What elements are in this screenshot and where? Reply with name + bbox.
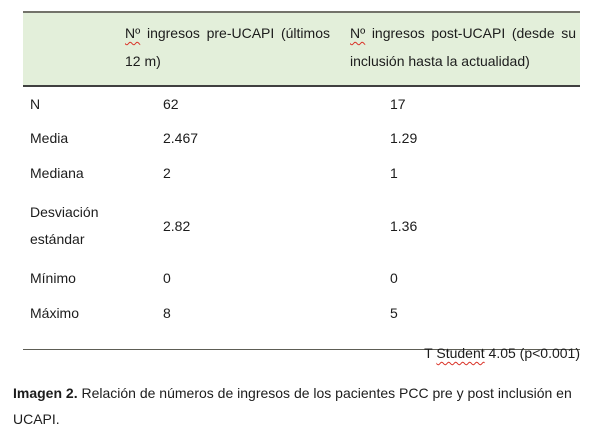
table-row-minimo: Mínimo 0 0 [23,261,580,296]
column-header-pre-text: ingresos pre-UCAPI (últimos 12 m) [125,25,330,69]
row-label: Mínimo [30,270,76,286]
row-label: Mediana [30,165,84,181]
table-row-media: Media 2.467 1.29 [23,121,580,156]
header-empty-cell [23,11,125,87]
column-header-post-text: ingresos post-UCAPI (desde su inclusión … [350,25,576,69]
cell-pre-value: 2 [163,165,171,181]
footnote-suffix: 4.05 (p<0.001) [484,345,580,361]
table-row-n: N 62 17 [23,86,580,121]
cell-post-value: 1.29 [390,130,418,146]
footnote-prefix: T [424,345,437,361]
cell-post-value: 1.36 [390,217,418,234]
table-row-desviacion-estandar: Desviación estándar 2.82 1.36 [23,191,580,261]
spellcheck-word: Nº [125,25,141,41]
cell-post-value: 5 [350,296,580,350]
statistics-table: Nº ingresos pre-UCAPI (últimos 12 m) Nº … [23,11,580,350]
cell-post-value: 17 [390,95,406,112]
cell-post-value: 0 [390,270,398,286]
table-row-maximo: Máximo 8 5 [23,296,580,350]
row-label: Máximo [23,296,125,350]
caption-label: Imagen 2. [13,385,78,401]
table-body: N 62 17 Media 2.467 1.29 Mediana 2 1 Des… [23,86,580,350]
row-label: N [30,95,41,112]
cell-pre-value: 2.467 [163,130,199,146]
table-row-mediana: Mediana 2 1 [23,156,580,191]
statistics-table-wrap: Nº ingresos pre-UCAPI (últimos 12 m) Nº … [23,11,580,350]
caption-text: Relación de números de ingresos de los p… [13,385,572,427]
cell-pre-value: 0 [163,270,171,286]
spellcheck-word: Student [436,345,485,361]
column-header-post-ucapi: Nº ingresos post-UCAPI (desde su inclusi… [350,11,580,87]
row-label: Desviación estándar [30,204,99,247]
spellcheck-word: Nº [350,25,366,41]
t-student-footnote: T Student 4.05 (p<0.001) [23,345,580,361]
cell-pre-value: 8 [125,296,350,350]
column-header-pre-ucapi: Nº ingresos pre-UCAPI (últimos 12 m) [125,11,350,87]
cell-pre-value: 2.82 [163,217,191,234]
row-label: Media [30,130,69,146]
header-row: Nº ingresos pre-UCAPI (últimos 12 m) Nº … [23,11,580,87]
cell-post-value: 1 [390,165,398,181]
figure-caption: Imagen 2. Relación de números de ingreso… [13,380,591,432]
table-header: Nº ingresos pre-UCAPI (últimos 12 m) Nº … [23,11,580,87]
cell-pre-value: 62 [163,95,179,112]
